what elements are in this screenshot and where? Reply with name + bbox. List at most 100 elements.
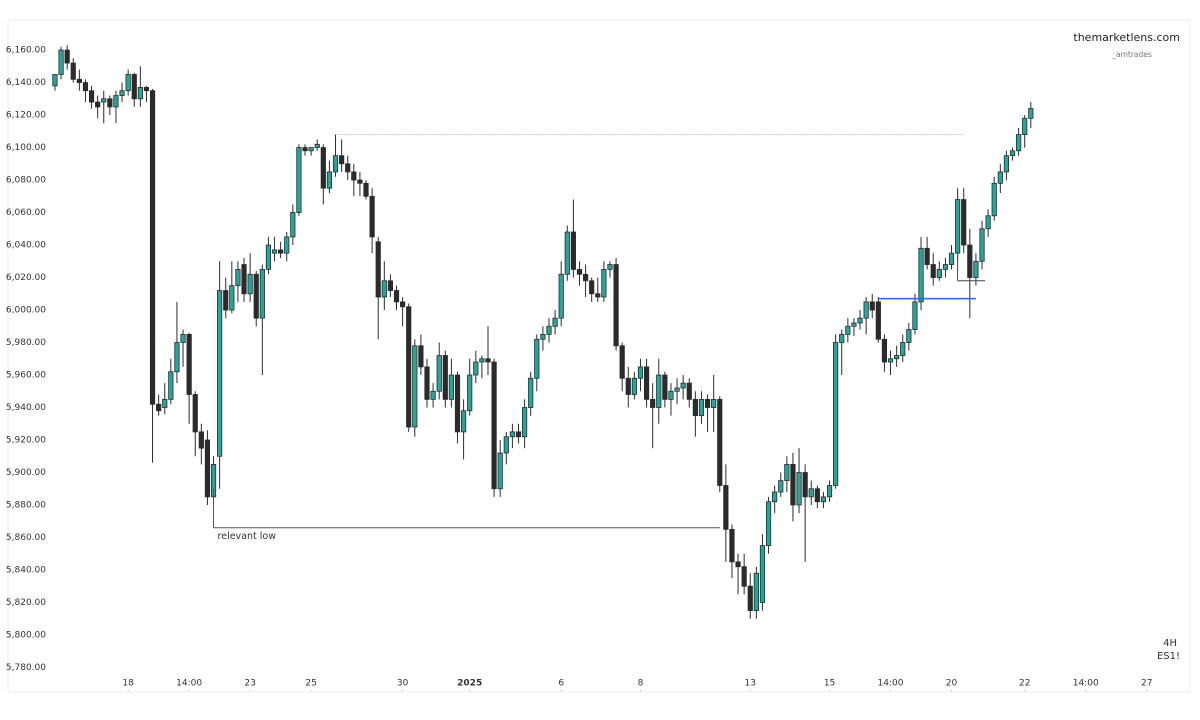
- x-tick-label: 14:00: [878, 679, 904, 689]
- candle-body: [778, 480, 784, 493]
- candle-body: [76, 78, 82, 83]
- candle-body: [839, 333, 845, 343]
- candle-body: [442, 355, 448, 400]
- y-tick-label: 5,980.00: [6, 338, 46, 348]
- x-tick-label: 15: [824, 679, 835, 689]
- candle-body: [381, 280, 387, 298]
- candle-body: [1022, 117, 1028, 135]
- candle-body: [180, 333, 186, 343]
- candle-body: [918, 247, 924, 303]
- candle-body: [814, 488, 820, 503]
- candle-body: [223, 290, 229, 311]
- candle-body: [1028, 108, 1034, 119]
- candle-body: [235, 269, 241, 287]
- candle-body: [357, 179, 363, 184]
- y-tick-label: 5,920.00: [6, 436, 46, 446]
- candle-body: [631, 377, 637, 395]
- candle-body: [406, 306, 412, 428]
- candle-body: [418, 345, 424, 368]
- candle-body: [717, 398, 723, 486]
- x-tick-label: 27: [1141, 679, 1152, 689]
- candle-body: [400, 301, 406, 308]
- candle-body: [985, 215, 991, 230]
- x-tick-label: 14:00: [1073, 679, 1099, 689]
- candle-body: [1016, 134, 1022, 152]
- candle-body: [704, 398, 711, 408]
- candle-body: [515, 431, 522, 438]
- candle-body: [869, 301, 875, 311]
- candle-body: [741, 566, 747, 587]
- candle-body: [509, 431, 515, 438]
- candle-body: [284, 236, 290, 254]
- candle-body: [186, 333, 192, 395]
- candle-body: [808, 488, 814, 498]
- author: _amtrades: [1111, 50, 1152, 59]
- candle-body: [674, 387, 680, 392]
- y-tick-label: 5,780.00: [6, 663, 46, 673]
- candle-body: [339, 155, 345, 165]
- symbol: ES1!: [1157, 651, 1180, 662]
- candle-body: [656, 374, 662, 408]
- y-tick-label: 6,060.00: [6, 208, 46, 218]
- candle-body: [430, 390, 436, 400]
- candle-body: [363, 182, 369, 197]
- candle-body: [784, 463, 790, 482]
- candle-body: [485, 358, 491, 363]
- candle-body: [894, 355, 900, 360]
- candle-body: [833, 342, 839, 486]
- candle-body: [589, 280, 595, 295]
- candle-body: [698, 398, 705, 417]
- candle-body: [900, 342, 906, 356]
- candle-body: [662, 374, 668, 400]
- candle-body: [753, 572, 759, 611]
- candle-body: [765, 501, 772, 547]
- candle-body: [290, 212, 296, 238]
- candle-body: [125, 74, 131, 92]
- candle-body: [863, 301, 869, 319]
- y-tick-label: 6,000.00: [6, 306, 46, 316]
- candle-body: [991, 182, 997, 217]
- candle-body: [424, 366, 430, 400]
- candle-body: [570, 231, 576, 270]
- candle-body: [137, 87, 143, 100]
- x-tick-label: 18: [122, 679, 134, 689]
- candle-body: [747, 585, 753, 611]
- candle-body: [162, 398, 168, 408]
- candle-body: [320, 147, 326, 189]
- candle-body: [217, 290, 223, 457]
- candle-body: [351, 171, 357, 181]
- candle-body: [711, 398, 717, 408]
- y-tick-label: 5,900.00: [6, 468, 46, 478]
- x-tick-label: 25: [305, 679, 316, 689]
- candle-body: [302, 147, 308, 152]
- x-tick-label: 6: [558, 679, 564, 689]
- candle-body: [619, 345, 625, 379]
- candle-body: [412, 345, 418, 428]
- candle-body: [546, 325, 552, 335]
- candle-body: [448, 374, 454, 400]
- candle-body: [149, 90, 156, 405]
- candle-body: [686, 382, 692, 400]
- candle-body: [857, 317, 863, 324]
- candle-body: [601, 269, 607, 298]
- candle-body: [198, 431, 204, 449]
- y-tick-label: 5,960.00: [6, 371, 46, 381]
- candle-body: [461, 410, 467, 433]
- candle-body: [101, 98, 107, 103]
- candle-body: [796, 472, 802, 506]
- level-label: relevant low: [218, 531, 277, 542]
- candle-body: [265, 244, 272, 270]
- candle-body: [345, 163, 351, 173]
- candle-body: [52, 74, 58, 87]
- candle-body: [729, 528, 735, 563]
- y-tick-label: 5,800.00: [6, 630, 46, 640]
- x-tick-label: 23: [244, 679, 255, 689]
- candle-body: [107, 98, 113, 108]
- y-tick-label: 6,040.00: [6, 241, 46, 251]
- candle-body: [454, 374, 461, 433]
- x-tick-label: 30: [397, 679, 409, 689]
- candle-body: [271, 249, 278, 254]
- candle-body: [503, 436, 509, 454]
- candle-body: [906, 329, 912, 343]
- candle-body: [253, 273, 259, 319]
